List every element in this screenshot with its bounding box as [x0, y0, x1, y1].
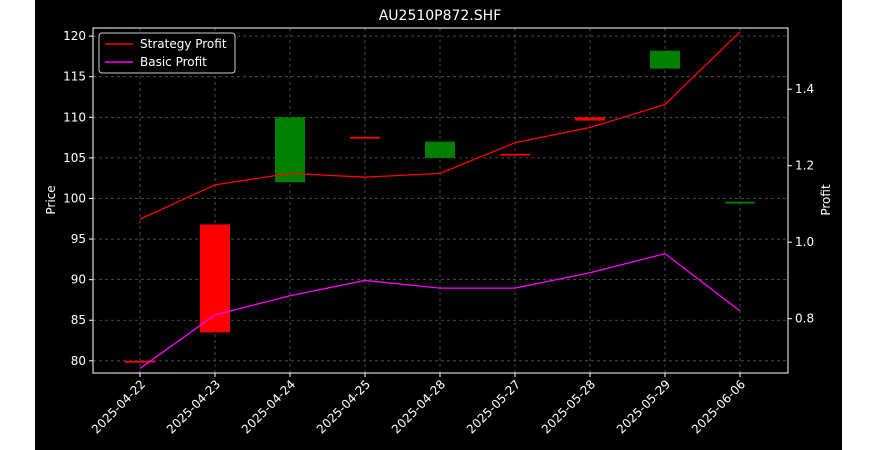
candle — [500, 153, 530, 156]
profit-lines — [139, 31, 741, 369]
y-axis-label-right: Profit — [819, 184, 833, 216]
legend-box — [98, 32, 236, 74]
y-axis-label-left: Price — [44, 185, 58, 214]
chart-title: AU2510P872.SHF — [379, 8, 502, 24]
legend: Strategy Profit Basic Profit — [98, 32, 236, 74]
candle — [425, 141, 455, 158]
candle — [200, 224, 230, 333]
y-tick-label-right: 1.0 — [795, 235, 814, 249]
figure-background — [35, 0, 842, 450]
y-tick-label-left: 120 — [63, 29, 86, 43]
y-tick-label-right: 0.8 — [795, 312, 814, 326]
basic-profit-line — [139, 252, 741, 369]
legend-label-strategy: Strategy Profit — [140, 37, 227, 51]
y-tick-label-left: 95 — [71, 232, 86, 246]
y-tick-label-left: 90 — [71, 273, 86, 287]
y-tick-label-left: 100 — [63, 191, 86, 205]
candle — [125, 360, 155, 363]
strategy-profit-line — [139, 31, 741, 220]
candle — [350, 136, 380, 139]
legend-label-basic: Basic Profit — [140, 55, 207, 69]
y-tick-label-left: 110 — [63, 110, 86, 124]
candle — [725, 201, 755, 204]
y-tick-label-left: 105 — [63, 151, 86, 165]
y-tick-label-left: 85 — [71, 313, 86, 327]
y-tick-label-right: 1.4 — [795, 82, 814, 96]
candles — [125, 50, 755, 363]
y-tick-label-left: 80 — [71, 354, 86, 368]
y-tick-label-left: 115 — [63, 70, 86, 84]
y-tick-label-right: 1.2 — [795, 159, 814, 173]
candle — [575, 117, 605, 121]
candle — [650, 50, 680, 69]
candle — [275, 117, 305, 183]
